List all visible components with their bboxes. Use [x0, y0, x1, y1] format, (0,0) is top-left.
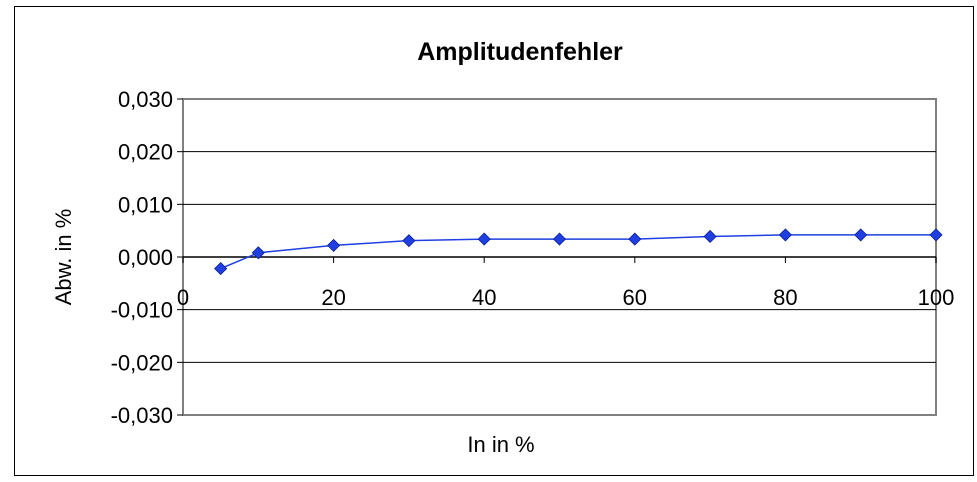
x-tick-label: 20 [321, 285, 345, 310]
data-point-marker [402, 234, 416, 248]
data-point-marker [552, 232, 567, 246]
x-tick-label: 0 [177, 285, 189, 310]
data-point-marker [854, 228, 868, 242]
y-tick-label: -0,020 [111, 350, 173, 375]
y-tick-label: 0,000 [118, 245, 173, 270]
data-point-marker [251, 246, 265, 260]
x-axis: 0 20 40 60 80 100 [177, 256, 955, 310]
data-point-marker [214, 262, 228, 276]
chart-title: Amplitudenfehler [417, 38, 623, 66]
y-tick-label: 0,010 [118, 192, 173, 217]
data-point-marker [628, 232, 642, 246]
data-point-marker [929, 228, 943, 242]
y-tick-label: -0,010 [111, 298, 173, 323]
data-point-marker [477, 232, 491, 246]
y-tick-label: 0,020 [118, 140, 173, 165]
x-tick-label: 40 [472, 285, 496, 310]
x-axis-label: In in % [467, 432, 534, 457]
x-tick-label: 60 [623, 285, 647, 310]
data-point-marker [327, 238, 341, 252]
x-tick-label: 80 [773, 285, 797, 310]
series-layer [214, 228, 943, 276]
x-tick-label: 100 [918, 285, 955, 310]
data-point-marker [778, 228, 792, 242]
y-tick-label: -0,030 [111, 403, 173, 428]
y-axis-label: Abw. in % [51, 209, 76, 306]
data-point-marker [703, 229, 717, 244]
y-tick-label: 0,030 [118, 87, 173, 112]
y-axis-ticks: 0,030 0,020 0,010 0,000 -0,010 -0,020 -0,030 [111, 87, 183, 428]
